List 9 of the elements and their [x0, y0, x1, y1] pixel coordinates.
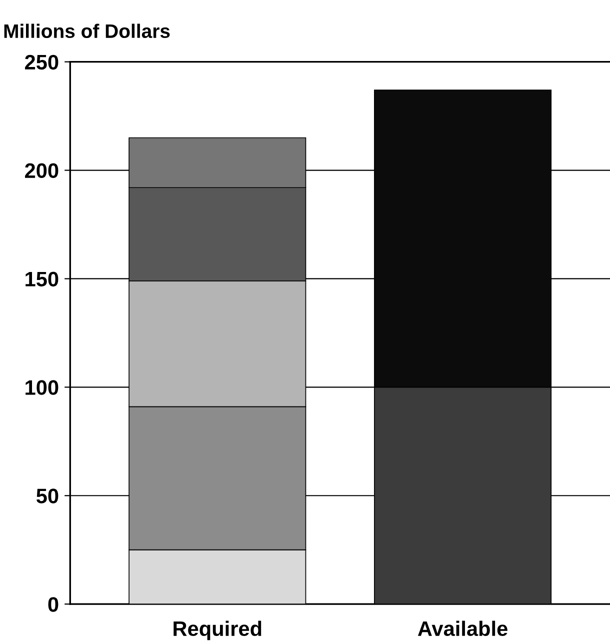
y-axis-title: Millions of Dollars [4, 24, 170, 38]
y-tick-label: 100 [26, 380, 58, 395]
y-tick-label: 250 [25, 54, 58, 70]
y-tick-label: 0 [48, 597, 58, 612]
y-tick-label: 200 [25, 163, 58, 178]
y-tick-label: 50 [36, 488, 58, 504]
y-tick-label: 150 [26, 272, 58, 286]
x-tick-label: Available [418, 620, 508, 636]
x-tick-label: Required [174, 620, 262, 640]
